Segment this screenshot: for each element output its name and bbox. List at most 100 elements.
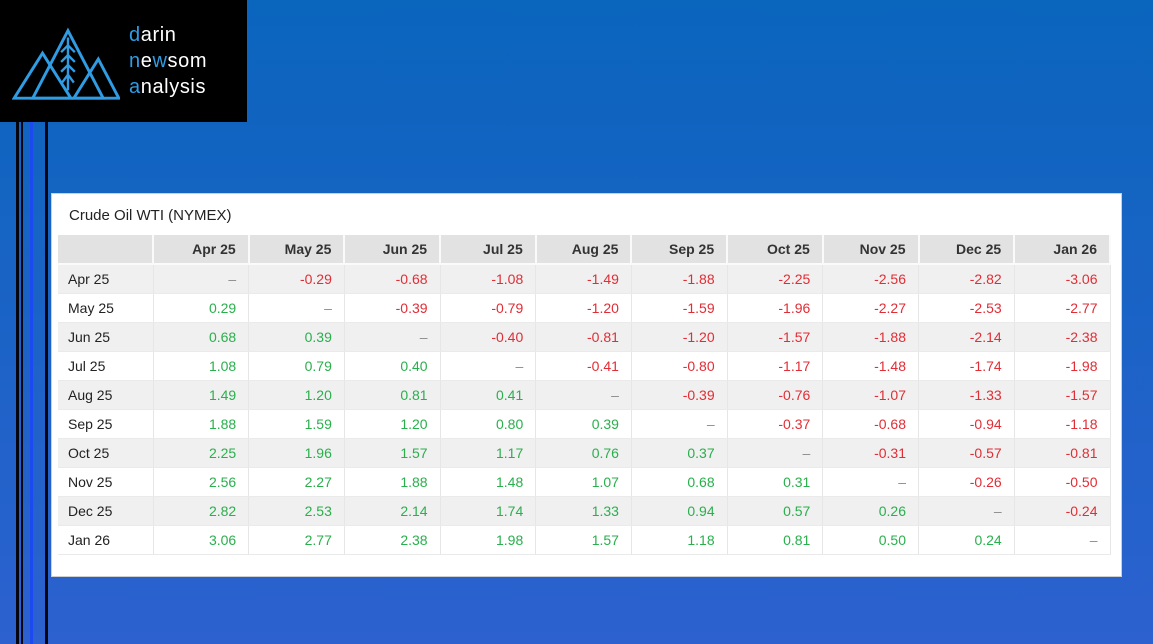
spread-cell: 0.39 — [248, 322, 345, 352]
spread-cell: 1.96 — [248, 438, 345, 468]
row-header: Apr 25 — [58, 264, 154, 294]
spread-cell: 0.68 — [153, 322, 250, 352]
spread-cell: -0.50 — [1014, 467, 1111, 497]
table-body: Apr 25– -0.29 -0.68 -1.08 -1.49 -1.88 -2.25 -2.… — [58, 264, 1111, 555]
spread-cell: -0.40 — [440, 322, 537, 352]
column-header: Jun 25 — [344, 235, 442, 265]
spread-matrix-panel: Crude Oil WTI (NYMEX) Apr 25 May 25 Jun 25… — [51, 193, 1122, 577]
spread-cell: 0.29 — [153, 293, 250, 323]
spread-cell: 0.81 — [344, 380, 441, 410]
spread-cell: -1.18 — [1014, 409, 1111, 439]
spread-cell: 0.24 — [918, 525, 1015, 555]
spread-cell: 2.56 — [153, 467, 250, 497]
table-row: Jun 25 0.68 0.39– -0.40 -0.81 -1.20 -1.57 -1.88… — [58, 322, 1111, 352]
spread-cell: -1.98 — [1014, 351, 1111, 381]
spread-cell: 0.81 — [727, 525, 824, 555]
spread-cell: 2.38 — [344, 525, 441, 555]
spread-cell: -2.77 — [1014, 293, 1111, 323]
spread-cell: – — [822, 467, 919, 497]
spread-cell: -0.79 — [440, 293, 537, 323]
logo-text-line: darin — [129, 22, 207, 48]
spread-cell: 1.74 — [440, 496, 537, 526]
spread-cell: 1.49 — [153, 380, 250, 410]
mountains-wheat-icon — [12, 27, 120, 100]
column-header: Oct 25 — [727, 235, 824, 265]
spread-cell: 3.06 — [153, 525, 250, 555]
spread-cell: -1.49 — [535, 264, 632, 294]
spread-cell: 0.50 — [822, 525, 919, 555]
spread-cell: 0.31 — [727, 467, 824, 497]
row-header: Dec 25 — [58, 496, 154, 526]
spread-cell: -3.06 — [1014, 264, 1111, 294]
spread-table: Apr 25 May 25 Jun 25 Jul 25 Aug 25 Sep 25 Oct … — [58, 235, 1111, 555]
background-line-bright — [30, 0, 33, 644]
background-line — [45, 0, 48, 644]
logo-letter: a — [129, 76, 141, 98]
spread-cell: 2.27 — [248, 467, 345, 497]
column-header: May 25 — [248, 235, 346, 265]
spread-cell: -0.39 — [631, 380, 728, 410]
spread-cell: -0.41 — [535, 351, 632, 381]
spread-cell: 1.07 — [535, 467, 632, 497]
spread-cell: -0.29 — [248, 264, 345, 294]
logo-letter: arin — [140, 24, 177, 46]
spread-cell: -1.96 — [727, 293, 824, 323]
spread-cell: -2.14 — [918, 322, 1015, 352]
background-line — [16, 0, 19, 644]
spread-cell: -0.31 — [822, 438, 919, 468]
brand-logo: darin newsom analysis — [0, 0, 247, 122]
spread-cell: 2.77 — [248, 525, 345, 555]
logo-letter: e — [140, 50, 153, 72]
background-line — [21, 0, 23, 644]
column-header: Apr 25 — [153, 235, 250, 265]
table-row: Aug 25 1.49 1.20 0.81 0.41– -0.39 -0.76 -1.07 -1… — [58, 380, 1111, 410]
row-header: Jul 25 — [58, 351, 154, 381]
table-row: May 25 0.29– -0.39 -0.79 -1.20 -1.59 -1.96 -2.2… — [58, 293, 1111, 323]
spread-cell: -0.37 — [727, 409, 824, 439]
table-row: Jan 26 3.06 2.77 2.38 1.98 1.57 1.18 0.81 0.50 0.… — [58, 525, 1111, 555]
spread-cell: – — [727, 438, 824, 468]
logo-letter: som — [167, 50, 208, 72]
table-row: Sep 25 1.88 1.59 1.20 0.80 0.39– -0.37 -0.68 -0.… — [58, 409, 1111, 439]
spread-cell: -2.53 — [918, 293, 1015, 323]
column-header: Aug 25 — [535, 235, 633, 265]
spread-cell: – — [153, 264, 250, 294]
spread-cell: 0.39 — [535, 409, 632, 439]
spread-cell: 0.57 — [727, 496, 824, 526]
row-header: May 25 — [58, 293, 154, 323]
spread-cell: -2.56 — [822, 264, 919, 294]
spread-cell: 0.40 — [344, 351, 441, 381]
table-row: Jul 25 1.08 0.79 0.40– -0.41 -0.80 -1.17 -1.48-… — [58, 351, 1111, 381]
table-row: Apr 25– -0.29 -0.68 -1.08 -1.49 -1.88 -2.25 -2.… — [58, 264, 1111, 294]
spread-cell: 1.98 — [440, 525, 537, 555]
spread-cell: 0.41 — [440, 380, 537, 410]
logo-letter: nalysis — [140, 76, 207, 98]
spread-cell: -1.08 — [440, 264, 537, 294]
spread-cell: -1.59 — [631, 293, 728, 323]
table-row: Nov 25 2.56 2.27 1.88 1.48 1.07 0.68 0.31– -0.26… — [58, 467, 1111, 497]
spread-cell: 0.37 — [631, 438, 728, 468]
spread-cell: -0.94 — [918, 409, 1015, 439]
spread-cell: 0.68 — [631, 467, 728, 497]
spread-cell: -2.38 — [1014, 322, 1111, 352]
spread-cell: 1.17 — [440, 438, 537, 468]
spread-cell: – — [344, 322, 441, 352]
spread-cell: 1.08 — [153, 351, 250, 381]
spread-cell: 0.80 — [440, 409, 537, 439]
spread-cell: 0.79 — [248, 351, 345, 381]
spread-cell: 2.53 — [248, 496, 345, 526]
spread-cell: – — [1014, 525, 1111, 555]
spread-cell: -0.24 — [1014, 496, 1111, 526]
row-header: Nov 25 — [58, 467, 154, 497]
column-header: Nov 25 — [822, 235, 920, 265]
spread-cell: 0.94 — [631, 496, 728, 526]
row-header: Oct 25 — [58, 438, 154, 468]
spread-cell: -1.20 — [631, 322, 728, 352]
spread-cell: -2.27 — [822, 293, 919, 323]
spread-cell: -0.76 — [727, 380, 824, 410]
logo-text-line: analysis — [129, 74, 207, 100]
spread-cell: -1.17 — [727, 351, 824, 381]
spread-cell: -0.39 — [344, 293, 441, 323]
column-header: Jan 26 — [1014, 235, 1111, 265]
row-header: Jan 26 — [58, 525, 154, 555]
